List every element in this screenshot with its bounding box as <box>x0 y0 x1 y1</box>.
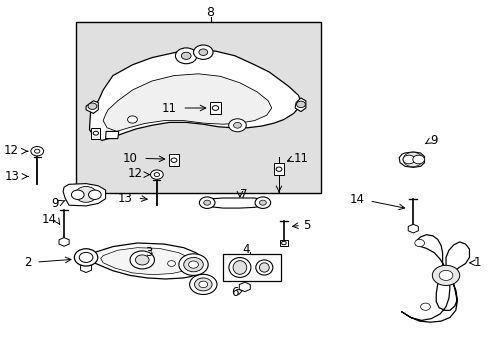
Circle shape <box>259 200 266 205</box>
Circle shape <box>193 45 213 59</box>
Text: 3: 3 <box>145 246 153 258</box>
Circle shape <box>431 265 459 285</box>
Bar <box>76 22 320 193</box>
Circle shape <box>88 190 101 199</box>
Text: 12: 12 <box>4 144 19 157</box>
Circle shape <box>189 274 217 294</box>
Circle shape <box>183 257 203 272</box>
Polygon shape <box>398 152 424 167</box>
Bar <box>223 254 281 281</box>
Text: 8: 8 <box>206 6 214 19</box>
Circle shape <box>74 249 98 266</box>
Text: 14: 14 <box>41 213 57 226</box>
Circle shape <box>281 241 285 245</box>
Text: 11: 11 <box>293 152 308 165</box>
Polygon shape <box>101 248 193 275</box>
Circle shape <box>181 52 191 59</box>
Circle shape <box>233 122 241 128</box>
Circle shape <box>199 49 207 55</box>
Text: 2: 2 <box>24 256 31 269</box>
Text: 11: 11 <box>161 102 176 114</box>
Circle shape <box>296 101 305 108</box>
Circle shape <box>93 131 98 135</box>
Circle shape <box>31 147 43 156</box>
Polygon shape <box>210 102 221 114</box>
Circle shape <box>127 116 137 123</box>
Polygon shape <box>59 238 69 246</box>
Text: 1: 1 <box>472 256 480 269</box>
Polygon shape <box>294 98 305 112</box>
Circle shape <box>402 155 414 164</box>
Text: 12: 12 <box>127 167 142 180</box>
Text: 14: 14 <box>349 193 364 206</box>
Circle shape <box>179 254 208 275</box>
Text: 9: 9 <box>52 197 59 210</box>
Polygon shape <box>81 263 91 273</box>
Circle shape <box>276 167 282 171</box>
Circle shape <box>199 197 215 208</box>
Polygon shape <box>239 282 250 292</box>
Circle shape <box>203 200 210 205</box>
Circle shape <box>414 239 424 247</box>
Circle shape <box>228 119 246 132</box>
Polygon shape <box>87 243 205 279</box>
Circle shape <box>420 303 429 310</box>
Circle shape <box>135 255 149 265</box>
Text: 13: 13 <box>4 170 19 183</box>
Ellipse shape <box>255 260 272 275</box>
Text: 13: 13 <box>117 192 132 204</box>
Ellipse shape <box>233 261 246 274</box>
Polygon shape <box>89 50 300 140</box>
Circle shape <box>438 270 452 280</box>
Circle shape <box>171 158 177 162</box>
Circle shape <box>75 186 97 202</box>
Circle shape <box>255 197 270 208</box>
Circle shape <box>194 278 212 291</box>
Polygon shape <box>105 131 119 139</box>
Text: 4: 4 <box>242 243 249 256</box>
Text: 9: 9 <box>429 134 437 147</box>
Circle shape <box>35 149 40 153</box>
Circle shape <box>154 173 159 176</box>
Text: 6: 6 <box>231 286 239 299</box>
Polygon shape <box>63 184 105 206</box>
Circle shape <box>212 105 218 111</box>
Polygon shape <box>169 154 179 166</box>
Circle shape <box>188 261 198 268</box>
Polygon shape <box>103 74 271 131</box>
Polygon shape <box>274 163 284 175</box>
Circle shape <box>79 252 93 262</box>
Ellipse shape <box>259 263 269 272</box>
Circle shape <box>167 261 175 266</box>
Polygon shape <box>407 224 418 233</box>
Circle shape <box>412 155 424 164</box>
Text: 5: 5 <box>303 219 310 231</box>
Circle shape <box>150 170 163 179</box>
Text: 10: 10 <box>122 152 137 165</box>
Polygon shape <box>91 128 100 139</box>
Polygon shape <box>280 240 287 246</box>
Circle shape <box>130 251 154 269</box>
Text: 7: 7 <box>240 188 247 201</box>
Circle shape <box>71 190 84 199</box>
Circle shape <box>199 281 207 288</box>
Circle shape <box>88 103 97 109</box>
Circle shape <box>402 152 422 167</box>
Polygon shape <box>400 235 468 322</box>
Polygon shape <box>86 101 98 113</box>
Polygon shape <box>204 198 264 208</box>
Circle shape <box>175 48 197 64</box>
Ellipse shape <box>228 258 250 278</box>
